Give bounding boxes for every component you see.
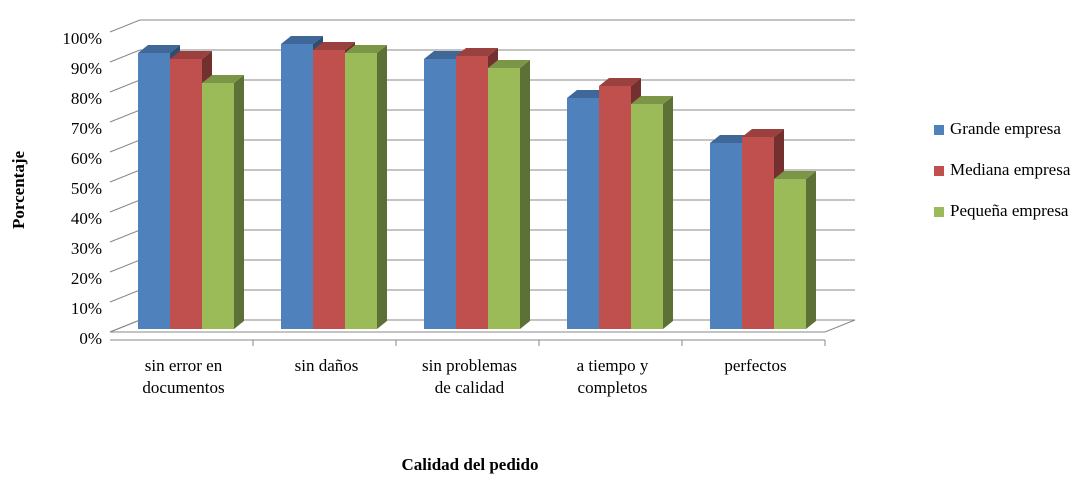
bar [742, 137, 774, 329]
x-tick-label: de calidad [435, 378, 505, 397]
bar-top [567, 90, 609, 98]
bar [631, 104, 663, 329]
bar [202, 83, 234, 329]
grid-line [109, 259, 141, 273]
y-tick-label: 10% [71, 299, 102, 318]
bar-side [520, 60, 530, 329]
legend-swatch [934, 207, 944, 217]
grid-line [109, 229, 141, 243]
x-tick-label: sin error en [145, 356, 223, 375]
y-tick-label: 20% [71, 269, 102, 288]
x-tick-label: perfectos [724, 356, 786, 375]
bar-side [377, 45, 387, 329]
legend-swatch [934, 166, 944, 176]
legend-swatch [934, 125, 944, 135]
bar-top [631, 96, 673, 104]
bar [345, 53, 377, 329]
bar-top [599, 78, 641, 86]
bar-top [742, 129, 784, 137]
floor [109, 319, 856, 333]
grid-line [109, 199, 141, 213]
bar-top [202, 75, 244, 83]
y-tick-label: 60% [71, 149, 102, 168]
y-tick-label: 70% [71, 119, 102, 138]
bar-top [424, 51, 466, 59]
x-tick-label: sin problemas [422, 356, 517, 375]
bar-top [138, 45, 180, 53]
bar-top [345, 45, 387, 53]
bar [456, 56, 488, 329]
bar-top [313, 42, 355, 50]
y-axis-title: Porcentaje [9, 151, 28, 229]
bar [710, 143, 742, 329]
bar [170, 59, 202, 329]
bar [313, 50, 345, 329]
x-tick-label: a tiempo y [577, 356, 649, 375]
grid-line [109, 79, 141, 93]
y-tick-label: 80% [71, 89, 102, 108]
bar [599, 86, 631, 329]
bar-top [488, 60, 530, 68]
bar [488, 68, 520, 329]
y-tick-label: 50% [71, 179, 102, 198]
bar-side [234, 75, 244, 329]
bar [567, 98, 599, 329]
bar [774, 179, 806, 329]
y-tick-label: 0% [79, 329, 102, 348]
x-tick-label: documentos [142, 378, 224, 397]
legend-label: Grande empresa [950, 119, 1061, 138]
y-tick-label: 40% [71, 209, 102, 228]
legend-label: Pequeña empresa [950, 201, 1069, 220]
y-tick-label: 30% [71, 239, 102, 258]
x-tick-label: completos [578, 378, 648, 397]
bar-top [281, 36, 323, 44]
bar-top [170, 51, 212, 59]
bar-top [710, 135, 752, 143]
bar [424, 59, 456, 329]
grid-line [109, 169, 141, 183]
bar [281, 44, 313, 329]
bar-side [806, 171, 816, 329]
legend-label: Mediana empresa [950, 160, 1071, 179]
bar-top [774, 171, 816, 179]
y-tick-label: 100% [62, 29, 102, 48]
x-tick-label: sin daños [295, 356, 359, 375]
grid-line [109, 139, 141, 153]
bar-top [456, 48, 498, 56]
x-axis-title: Calidad del pedido [402, 455, 539, 474]
y-tick-label: 90% [71, 59, 102, 78]
grid-line [109, 109, 141, 123]
bar-side [663, 96, 673, 329]
grid-line [109, 19, 141, 33]
grid-line [109, 289, 141, 303]
bar [138, 53, 170, 329]
grid-line [109, 49, 141, 63]
